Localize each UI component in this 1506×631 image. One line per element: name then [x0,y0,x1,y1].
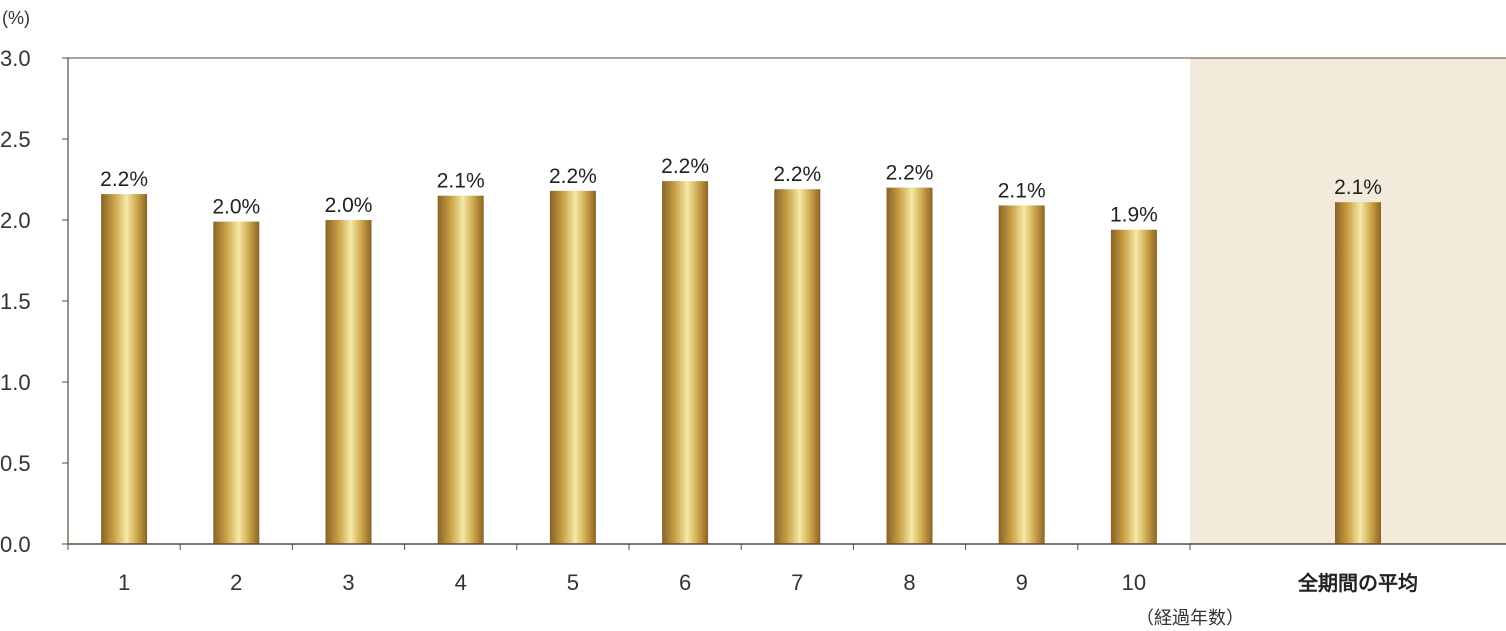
y-tick-label-3: 1.5 [0,289,31,314]
y-tick-label-6: 3.0 [0,46,31,71]
category-label-3: 3 [342,570,354,595]
data-label-8: 2.2% [886,162,934,185]
data-label-7: 2.2% [773,163,821,186]
y-axis-unit-label: (%) [2,8,30,28]
bars-group [101,181,1381,545]
bar-6 [662,181,709,544]
data-label-4: 2.1% [437,170,485,193]
bar-1 [101,194,148,544]
data-label-9: 2.1% [998,179,1046,202]
y-tick-label-0: 0.0 [0,532,31,557]
data-label-5: 2.2% [549,165,597,188]
bar-4 [437,195,484,544]
category-label-9: 9 [1016,570,1028,595]
data-label-11: 2.1% [1334,176,1382,199]
data-label-10: 1.9% [1110,204,1158,227]
bar-9 [998,205,1045,545]
bar-5 [549,190,596,544]
bar-11 [1335,202,1381,544]
x-axis-label: （経過年数） [1136,608,1244,629]
data-label-1: 2.2% [100,168,148,191]
category-label-8: 8 [903,570,915,595]
axes-group: 0.0 0.5 1.0 1.5 2.0 2.5 3.0 [0,46,1506,557]
category-label-7: 7 [791,570,803,595]
y-tick-label-2: 1.0 [0,370,31,395]
data-label-3: 2.0% [325,194,373,217]
category-label-4: 4 [455,570,467,595]
bar-8 [886,187,933,544]
bar-7 [774,189,821,544]
bar-2 [213,221,260,544]
data-labels-group: 2.2% 1 2.0% 2 2.0% 3 2.1% 4 2.2% 5 2.2% 6 2.2% 7 2.2% 8… [100,155,1418,595]
category-label-10: 10 [1122,570,1146,595]
y-tick-label-5: 2.5 [0,127,31,152]
category-label-6: 6 [679,570,691,595]
y-tick-label-1: 0.5 [0,451,31,476]
bar-3 [325,220,372,544]
y-tick-label-4: 2.0 [0,208,31,233]
category-label-2: 2 [230,570,242,595]
data-label-2: 2.0% [212,196,260,219]
bar-10 [1110,229,1157,544]
data-label-6: 2.2% [661,155,709,178]
category-label-5: 5 [567,570,579,595]
category-label-average: 全期間の平均 [1297,571,1418,595]
category-label-1: 1 [118,570,130,595]
